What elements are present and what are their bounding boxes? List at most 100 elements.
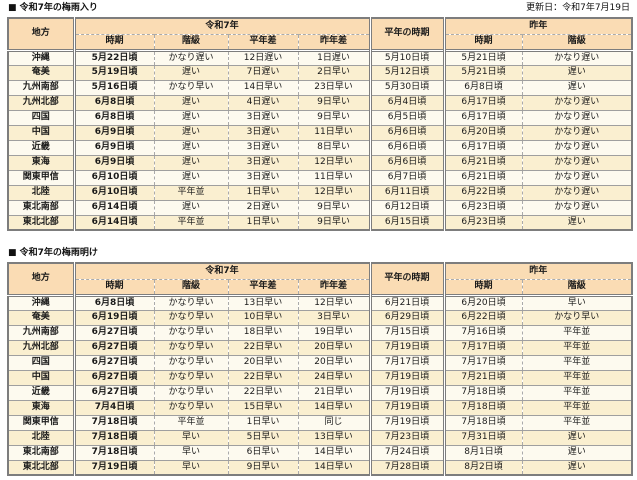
value-cell: 5月16日頃 (72, 79, 154, 95)
value-cell: 6月14日頃 (72, 214, 154, 230)
value-cell: 7月18日頃 (442, 414, 523, 430)
value-cell: 平年並 (153, 184, 228, 200)
value-cell: 平年並 (521, 354, 633, 370)
value-cell: 遅い (153, 109, 228, 125)
value-cell: 7月18日頃 (442, 384, 523, 400)
value-cell: 2日遅い (227, 199, 298, 215)
value-cell: 5月22日頃 (72, 48, 154, 65)
value-cell: 9日早い (297, 94, 371, 110)
value-cell: 9日早い (227, 459, 298, 475)
col-header-normal-period: 平年の時期 (368, 18, 445, 50)
region-cell: 中国 (8, 369, 74, 385)
value-cell: 5月19日頃 (72, 64, 154, 80)
region-cell: 東北北部 (8, 214, 74, 230)
col-header-last-year-grade: 階級 (521, 279, 633, 295)
col-group-this-year: 令和7年 (72, 263, 371, 280)
region-cell: 近畿 (8, 139, 74, 155)
value-cell: 遅い (153, 124, 228, 140)
value-cell: 12日早い (297, 293, 371, 310)
value-cell: 同じ (297, 414, 371, 430)
region-cell: 四国 (8, 354, 74, 370)
value-cell: 遅い (153, 94, 228, 110)
value-cell: 14日早い (297, 444, 371, 460)
col-header-last-year-diff: 昨年差 (297, 279, 371, 295)
table-row: 九州南部 5月16日頃 かなり早い 14日早い 23日早い 5月30日頃 6月8日頃 遅い (8, 79, 633, 95)
value-cell: 遅い (521, 64, 633, 80)
value-cell: 14日早い (227, 79, 298, 95)
value-cell: 遅い (153, 199, 228, 215)
value-cell: 6月20日頃 (442, 124, 523, 140)
section-title-rainy-season-end: ■ 令和7年の梅雨明け (8, 248, 98, 258)
value-cell: 3日遅い (227, 139, 298, 155)
table-row: 北陸 7月18日頃 早い 5日早い 13日早い 7月23日頃 7月31日頃 遅い (8, 429, 633, 445)
value-cell: 6月6日頃 (368, 139, 445, 155)
value-cell: かなり遅い (521, 94, 633, 110)
value-cell: 遅い (153, 64, 228, 80)
value-cell: 7月18日頃 (72, 444, 154, 460)
value-cell: 6月6日頃 (368, 124, 445, 140)
value-cell: 遅い (521, 429, 633, 445)
value-cell: 早い (153, 444, 228, 460)
col-header-last-year-diff: 昨年差 (297, 34, 371, 50)
region-cell: 奄美 (8, 309, 74, 325)
value-cell: 19日早い (297, 324, 371, 340)
value-cell: 5月12日頃 (368, 64, 445, 80)
region-cell: 近畿 (8, 384, 74, 400)
region-cell: 関東甲信 (8, 169, 74, 185)
value-cell: 5月30日頃 (368, 79, 445, 95)
value-cell: 12日遅い (227, 48, 298, 65)
region-cell: 沖縄 (8, 293, 74, 310)
region-cell: 北陸 (8, 429, 74, 445)
value-cell: かなり遅い (521, 124, 633, 140)
table-row: 四国 6月8日頃 遅い 3日遅い 9日早い 6月5日頃 6月17日頃 かなり遅い (8, 109, 633, 125)
value-cell: 遅い (153, 154, 228, 170)
value-cell: 6月27日頃 (72, 339, 154, 355)
value-cell: かなり早い (153, 399, 228, 415)
value-cell: 23日早い (297, 79, 371, 95)
header-bar: ■ 令和7年の梅雨入り 更新日：令和7年7月19日 (8, 3, 630, 14)
value-cell: 7月15日頃 (368, 324, 445, 340)
value-cell: かなり早い (153, 369, 228, 385)
col-header-last-year-grade: 階級 (521, 34, 633, 50)
value-cell: かなり早い (153, 293, 228, 310)
rainy-season-end-table: 地方 令和7年 平年の時期 昨年 時期 階級 平年差 昨年差 時期 階級 沖縄 6… (7, 262, 634, 476)
value-cell: 7月19日頃 (368, 384, 445, 400)
value-cell: 10日早い (227, 309, 298, 325)
value-cell: 6月7日頃 (368, 169, 445, 185)
value-cell: 1日早い (227, 184, 298, 200)
value-cell: 7月23日頃 (368, 429, 445, 445)
value-cell: かなり遅い (521, 199, 633, 215)
value-cell: 7月21日頃 (442, 369, 523, 385)
table-row: 奄美 6月19日頃 かなり早い 10日早い 3日早い 6月29日頃 6月22日頃 かなり早い (8, 309, 633, 325)
value-cell: 6月19日頃 (72, 309, 154, 325)
value-cell: 1日遅い (297, 48, 371, 65)
value-cell: 6月11日頃 (368, 184, 445, 200)
table-row: 東海 6月9日頃 遅い 3日遅い 12日早い 6月6日頃 6月21日頃 かなり遅い (8, 154, 633, 170)
header-bar-2: ■ 令和7年の梅雨明け (8, 248, 630, 259)
table-row: 中国 6月27日頃 かなり早い 22日早い 24日早い 7月19日頃 7月21日頃 平年並 (8, 369, 633, 385)
value-cell: 6月17日頃 (442, 109, 523, 125)
table-row: 近畿 6月27日頃 かなり早い 22日早い 21日早い 7月19日頃 7月18日頃 平年並 (8, 384, 633, 400)
value-cell: 20日早い (227, 354, 298, 370)
value-cell: 遅い (521, 459, 633, 475)
col-header-period: 時期 (72, 34, 154, 50)
table-row: 沖縄 5月22日頃 かなり遅い 12日遅い 1日遅い 5月10日頃 5月21日頃 かなり遅い (8, 48, 633, 65)
value-cell: かなり早い (153, 354, 228, 370)
value-cell: かなり早い (153, 309, 228, 325)
value-cell: 5月21日頃 (442, 64, 523, 80)
value-cell: 6月27日頃 (72, 324, 154, 340)
value-cell: 11日早い (297, 124, 371, 140)
value-cell: 6月27日頃 (72, 354, 154, 370)
table-row: 沖縄 6月8日頃 かなり早い 13日早い 12日早い 6月21日頃 6月20日頃 早い (8, 293, 633, 310)
value-cell: 7日遅い (227, 64, 298, 80)
value-cell: 平年並 (521, 369, 633, 385)
region-cell: 東北南部 (8, 199, 74, 215)
col-group-last-year: 昨年 (442, 263, 633, 280)
table-row: 九州北部 6月8日頃 遅い 4日遅い 9日早い 6月4日頃 6月17日頃 かなり遅い (8, 94, 633, 110)
value-cell: 7月17日頃 (442, 354, 523, 370)
value-cell: かなり早い (153, 384, 228, 400)
region-cell: 九州南部 (8, 324, 74, 340)
value-cell: 6月6日頃 (368, 154, 445, 170)
value-cell: 2日早い (297, 64, 371, 80)
table-row: 九州北部 6月27日頃 かなり早い 22日早い 20日早い 7月19日頃 7月17日頃 平年並 (8, 339, 633, 355)
